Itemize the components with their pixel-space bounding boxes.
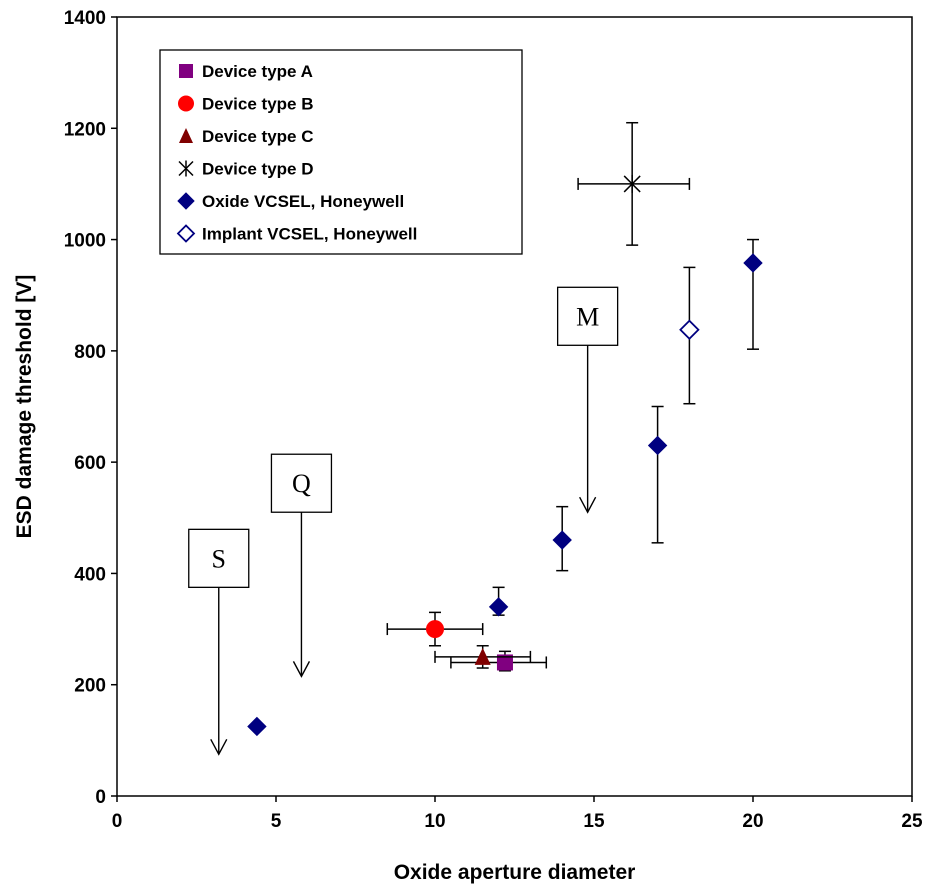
- x-tick-label: 20: [742, 811, 763, 832]
- data-point: [552, 530, 572, 550]
- annotation-s: S: [188, 528, 250, 756]
- y-tick-label: 600: [74, 453, 106, 474]
- annotation-arrow-head: [210, 738, 228, 756]
- x-tick-label: 0: [112, 811, 123, 832]
- annotation-box: [188, 528, 250, 588]
- y-tick-label: 200: [74, 676, 106, 697]
- series-5: [679, 266, 700, 405]
- y-tick-label: 1000: [64, 231, 106, 252]
- series-1: [386, 611, 484, 647]
- x-tick-label: 5: [271, 811, 282, 832]
- data-point: [247, 716, 267, 737]
- legend-label: Implant VCSEL, Honeywell: [202, 225, 417, 244]
- y-tick-label: 1200: [64, 119, 106, 140]
- legend-label: Device type C: [202, 127, 314, 146]
- series-3: [577, 121, 691, 246]
- legend-box: [159, 49, 523, 255]
- y-tick-label: 400: [74, 564, 106, 585]
- data-point: [679, 319, 700, 340]
- annotation-arrow-head: [579, 496, 597, 514]
- data-point: [743, 253, 763, 273]
- annotation-box: [270, 453, 333, 513]
- y-tick-label: 800: [74, 342, 106, 363]
- legend-marker: [177, 192, 195, 210]
- x-tick-label: 10: [424, 811, 445, 832]
- annotation-label: S: [212, 544, 226, 573]
- legend: Device type A Device type B Device type C D…: [159, 49, 523, 255]
- annotation-label: M: [576, 302, 599, 331]
- x-tick-label: 15: [583, 811, 605, 832]
- x-tick-label: 25: [901, 811, 923, 832]
- legend-label: Device type D: [202, 160, 314, 179]
- y-tick-label: 1400: [64, 8, 106, 29]
- legend-entry: Device type C: [179, 127, 314, 146]
- annotation-m: M: [556, 286, 619, 514]
- legend-entry: Oxide VCSEL, Honeywell: [177, 192, 404, 211]
- data-point: [426, 620, 444, 639]
- data-point: [496, 654, 513, 671]
- data-point: [623, 174, 641, 193]
- legend-entry: Device type B: [178, 95, 314, 114]
- legend-marker: [179, 128, 193, 143]
- axes: 0 5 10 15 20 25 0 200 400 600 800 1000 1200 1400 Oxide…: [13, 8, 923, 884]
- legend-entry: Device type A: [179, 62, 313, 81]
- y-tick-label: 0: [95, 787, 106, 808]
- data-point: [474, 647, 491, 665]
- x-axis-title: Oxide aperture diameter: [394, 861, 636, 884]
- annotation-box: [556, 286, 619, 346]
- legend-marker: [179, 64, 193, 78]
- annotation-label: Q: [292, 469, 311, 498]
- legend-marker: [176, 224, 196, 243]
- legend-marker: [178, 95, 194, 112]
- legend-label: Device type A: [202, 62, 313, 81]
- series-4: [247, 238, 763, 737]
- legend-label: Device type B: [202, 95, 314, 114]
- data-marks: [247, 121, 763, 737]
- legend-marker: [178, 160, 194, 177]
- annotation-arrow-head: [292, 661, 311, 678]
- series-0: [450, 650, 548, 672]
- annotations: S Q M: [188, 286, 619, 756]
- data-point: [488, 597, 509, 617]
- data-point: [647, 435, 668, 456]
- annotation-q: Q: [270, 453, 333, 678]
- legend-label: Oxide VCSEL, Honeywell: [202, 192, 404, 211]
- series-2: [434, 645, 532, 669]
- legend-entry: Implant VCSEL, Honeywell: [176, 224, 417, 244]
- plot-frame: [116, 16, 913, 797]
- legend-entry: Device type D: [178, 160, 314, 179]
- y-axis-title: ESD damage threshold [V]: [13, 275, 36, 539]
